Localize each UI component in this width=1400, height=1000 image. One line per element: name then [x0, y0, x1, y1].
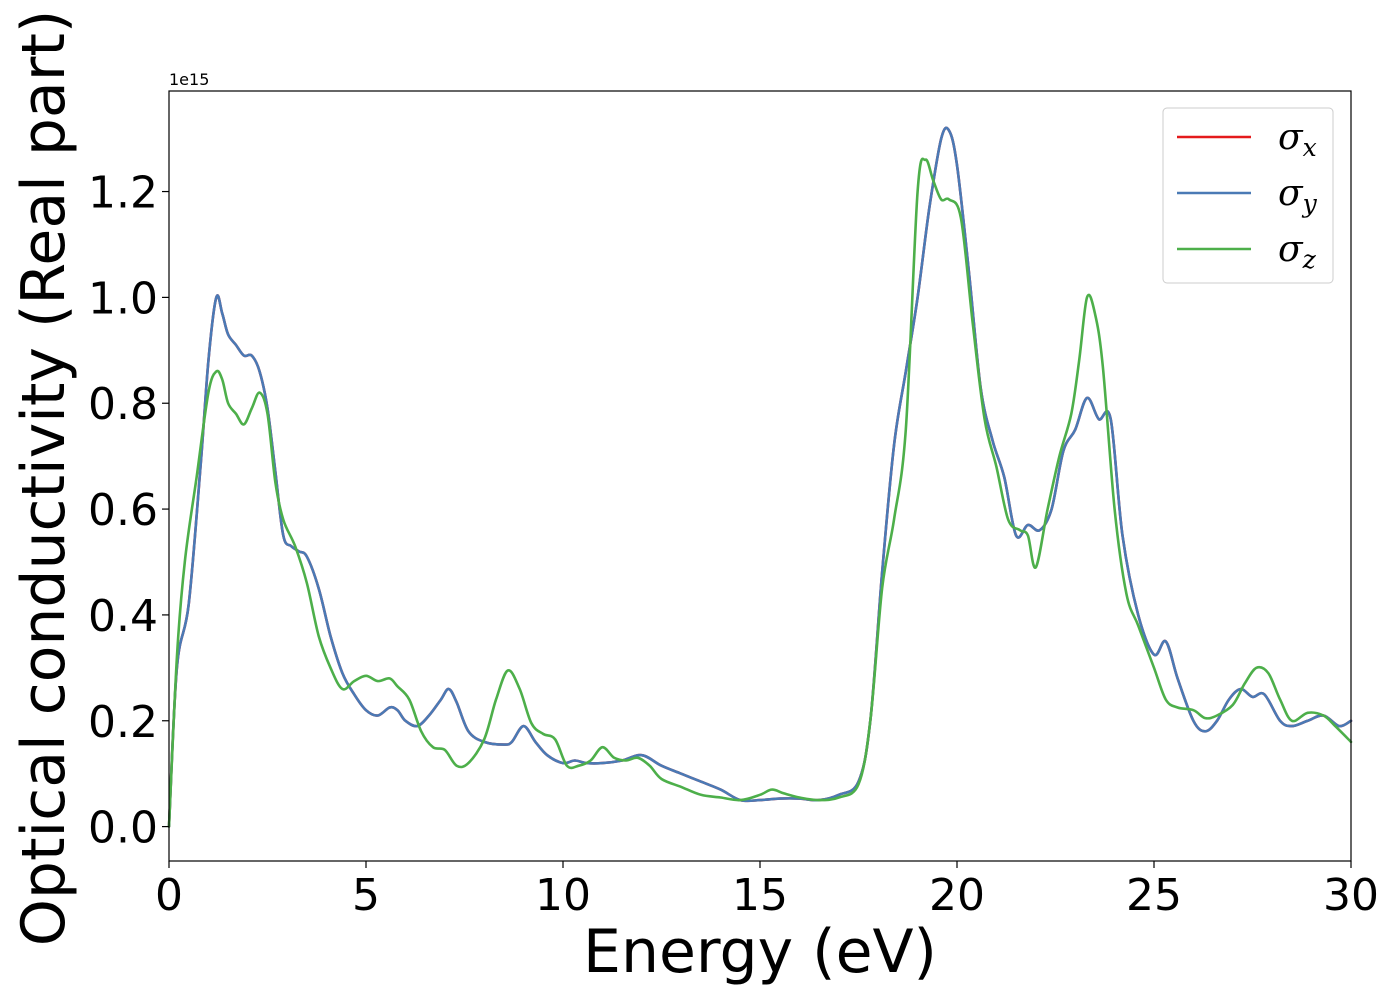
- x-tick-label: 15: [732, 870, 788, 921]
- y-tick-label: 1.2: [88, 168, 158, 219]
- y-axis-ticks: 0.0 0.2 0.4 0.6 0.8 1.0 1.2: [88, 168, 169, 854]
- series-line-y: [167, 126, 1353, 828]
- x-axis-ticks: 0 5 10 15 20 25 30: [155, 861, 1379, 921]
- legend-label-z: σz: [1278, 229, 1317, 274]
- y-tick-label: 0.8: [88, 379, 158, 430]
- x-tick-label: 20: [929, 870, 985, 921]
- series-layer: [167, 126, 1353, 828]
- series-line-z: [167, 157, 1353, 828]
- y-tick-label: 0.2: [88, 697, 158, 748]
- x-tick-label: 5: [352, 870, 380, 921]
- x-tick-label: 0: [155, 870, 183, 921]
- y-offset-label: 1e15: [169, 70, 209, 89]
- legend-box: [1162, 107, 1334, 284]
- x-tick-label: 25: [1126, 870, 1182, 921]
- x-tick-label: 30: [1323, 870, 1379, 921]
- y-tick-label: 0.0: [88, 803, 158, 854]
- x-axis-title: Energy (eV): [583, 917, 937, 987]
- y-tick-label: 0.6: [88, 485, 158, 536]
- x-tick-label: 10: [535, 870, 591, 921]
- y-tick-label: 0.4: [88, 591, 158, 642]
- y-tick-label: 1.0: [88, 273, 158, 324]
- y-axis-title: Optical conductivity (Real part): [9, 10, 79, 947]
